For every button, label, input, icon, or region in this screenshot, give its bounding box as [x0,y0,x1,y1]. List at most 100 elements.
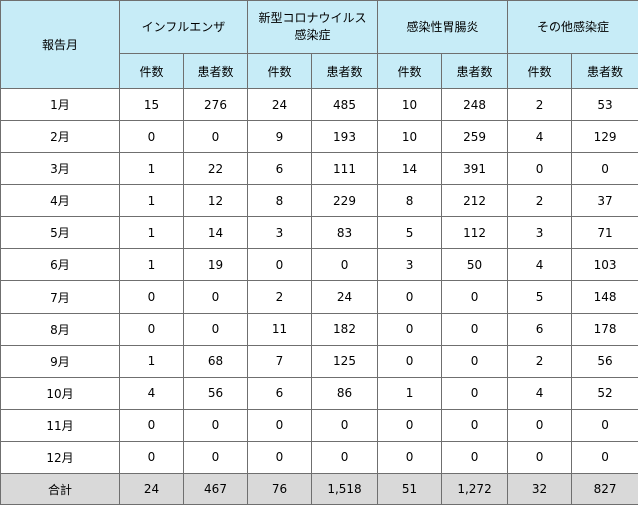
patients-cell: 248 [441,87,509,122]
patients-cell: 71 [571,216,638,250]
count-cell: 1 [119,184,184,218]
count-cell: 14 [377,152,443,186]
patients-cell: 83 [310,216,379,250]
patients-cell: 53 [571,87,638,122]
count-cell: 24 [247,87,312,122]
patients-cell: 259 [441,120,509,154]
count-cell: 1 [119,344,184,378]
table-row: 8月 0 0 11 182 0 0 6 178 [0,312,638,346]
count-cell: 1 [119,248,184,282]
patients-cell: 50 [441,248,509,282]
count-cell: 0 [507,152,573,186]
header-row-groups: 報告月 インフルエンザ 新型コロナウイルス感染症 感染性胃腸炎 その他感染症 [0,0,638,89]
patients-cell: 0 [441,440,509,475]
table-row: 5月 1 14 3 83 5 112 3 71 [0,216,638,250]
patients-cell: 0 [571,152,638,186]
group-header-covid-label: 新型コロナウイルス感染症 [258,11,367,42]
group-header-influenza: インフルエンザ [119,0,248,54]
patients-cell: 0 [183,408,248,442]
patients-cell: 19 [183,248,248,282]
count-cell: 4 [507,376,573,410]
month-cell: 6月 [0,248,120,282]
patients-cell: 12 [183,184,248,218]
subheader-patients: 患者数 [571,53,638,89]
table-row: 4月 1 12 8 229 8 212 2 37 [0,184,638,218]
subheader-patients: 患者数 [441,53,509,89]
total-cell: 1,272 [441,473,509,505]
count-cell: 1 [119,216,184,250]
patients-cell: 125 [310,344,379,378]
month-cell: 7月 [0,280,120,314]
count-cell: 0 [247,248,312,282]
table-row: 6月 1 19 0 0 3 50 4 103 [0,248,638,282]
count-cell: 0 [377,344,443,378]
patients-cell: 485 [310,87,379,122]
patients-cell: 111 [310,152,379,186]
count-cell: 0 [247,408,312,442]
patients-cell: 0 [183,120,248,154]
total-row: 合計 24 467 76 1,518 51 1,272 32 827 [0,473,638,505]
patients-cell: 0 [310,440,379,475]
table-row: 3月 1 22 6 111 14 391 0 0 [0,152,638,186]
month-cell: 5月 [0,216,120,250]
table-footer: 合計 24 467 76 1,518 51 1,272 32 827 [0,473,638,505]
patients-cell: 56 [183,376,248,410]
count-cell: 6 [507,312,573,346]
count-cell: 0 [377,440,443,475]
count-cell: 10 [377,120,443,154]
patients-cell: 24 [310,280,379,314]
patients-cell: 391 [441,152,509,186]
patients-cell: 0 [310,248,379,282]
patients-cell: 14 [183,216,248,250]
patients-cell: 129 [571,120,638,154]
patients-cell: 0 [441,376,509,410]
count-cell: 2 [507,87,573,122]
count-cell: 11 [247,312,312,346]
patients-cell: 103 [571,248,638,282]
count-cell: 6 [247,376,312,410]
count-cell: 3 [507,216,573,250]
count-cell: 8 [377,184,443,218]
total-label: 合計 [0,473,120,505]
count-cell: 8 [247,184,312,218]
subheader-count: 件数 [119,53,184,89]
table-row: 7月 0 0 2 24 0 0 5 148 [0,280,638,314]
total-cell: 827 [571,473,638,505]
total-cell: 76 [247,473,312,505]
table-row: 2月 0 0 9 193 10 259 4 129 [0,120,638,154]
count-cell: 0 [119,312,184,346]
patients-cell: 276 [183,87,248,122]
count-cell: 0 [247,440,312,475]
table-row: 12月 0 0 0 0 0 0 0 0 [0,440,638,475]
patients-cell: 0 [571,440,638,475]
count-cell: 0 [377,312,443,346]
count-cell: 2 [507,184,573,218]
patients-cell: 56 [571,344,638,378]
subheader-count: 件数 [247,53,312,89]
patients-cell: 112 [441,216,509,250]
month-cell: 12月 [0,440,120,475]
count-cell: 4 [507,120,573,154]
count-cell: 0 [119,120,184,154]
group-header-other: その他感染症 [507,0,638,54]
table-row: 9月 1 68 7 125 0 0 2 56 [0,344,638,378]
count-cell: 5 [377,216,443,250]
count-cell: 0 [119,408,184,442]
patients-cell: 212 [441,184,509,218]
count-cell: 6 [247,152,312,186]
patients-cell: 0 [183,280,248,314]
table-row: 1月 15 276 24 485 10 248 2 53 [0,87,638,122]
month-cell: 2月 [0,120,120,154]
patients-cell: 0 [310,408,379,442]
patients-cell: 0 [183,312,248,346]
count-cell: 0 [377,408,443,442]
count-cell: 1 [377,376,443,410]
count-cell: 0 [119,280,184,314]
month-cell: 1月 [0,87,120,122]
month-cell: 11月 [0,408,120,442]
patients-cell: 86 [310,376,379,410]
count-cell: 2 [247,280,312,314]
count-cell: 9 [247,120,312,154]
